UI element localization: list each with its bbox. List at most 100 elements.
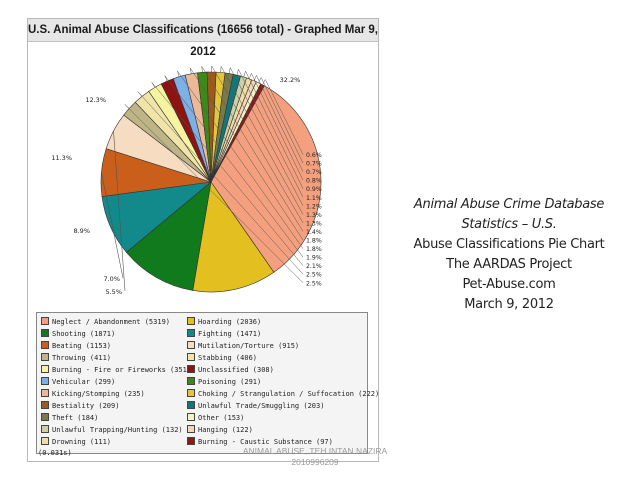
- legend-label: Beating (1153): [52, 342, 112, 350]
- legend-item: Shooting (1871): [41, 329, 115, 340]
- legend-label: Throwing (411): [52, 354, 112, 362]
- slice-label: 5.5%: [105, 288, 122, 296]
- legend: Neglect / Abandonment (5319) Hoarding (20…: [36, 312, 379, 454]
- legend-label: Kicking/Stomping (235): [52, 390, 145, 398]
- caption-line-5: March 9, 2012: [464, 297, 554, 312]
- caption-line-1: Animal Abuse Crime Database Statistics –…: [413, 197, 605, 232]
- slice-label: 1.8%: [306, 246, 322, 253]
- pie-slice: [192, 181, 275, 293]
- slice-label: 2.5%: [306, 280, 322, 287]
- slice-label: 0.7%: [306, 161, 322, 168]
- slice-label: 1.8%: [306, 238, 322, 245]
- leader-line: [113, 131, 126, 292]
- chart-frame: U.S. Animal Abuse Classifications (16656…: [27, 18, 379, 462]
- legend-label: Stabbing (406): [198, 354, 258, 362]
- legend-label: Neglect / Abandonment (5319): [52, 318, 171, 326]
- leader-line: [151, 82, 304, 266]
- leader-line: [137, 91, 304, 275]
- legend-label: Drowning (111): [52, 438, 112, 446]
- legend-label: Hoarding (2036): [198, 318, 262, 326]
- legend-swatch: [187, 377, 195, 385]
- slice-label: 0.7%: [306, 169, 322, 176]
- legend-swatch: [41, 413, 49, 421]
- leader-line: [253, 74, 304, 172]
- leader-line: [228, 66, 304, 206]
- legend-item: Theft (184): [41, 413, 98, 424]
- slice-label: 8.9%: [73, 227, 90, 235]
- slice-label: 11.3%: [51, 154, 72, 162]
- slice-label: 1.2%: [306, 203, 322, 210]
- footer: ANIMAL ABUSE, TEH INTAN NAZIRA 201099620…: [225, 446, 405, 468]
- legend-item: Mutilation/Torture (915): [187, 341, 299, 352]
- legend-swatch: [41, 353, 49, 361]
- legend-item: Unlawful Trade/Smuggling (203): [187, 401, 324, 412]
- legend-swatch: [187, 437, 195, 445]
- legend-item: Neglect / Abandonment (5319): [41, 317, 170, 328]
- legend-swatch: [41, 341, 49, 349]
- slice-label: 0.9%: [306, 186, 322, 193]
- legend-swatch: [187, 401, 195, 409]
- legend-item: Stabbing (406): [187, 353, 257, 364]
- leader-line: [177, 70, 304, 249]
- leader-line: [243, 70, 304, 189]
- leader-line: [262, 78, 304, 155]
- slice-label: 1.1%: [306, 195, 322, 202]
- slice-label: 0.6%: [306, 152, 322, 159]
- legend-item: Poisoning (291): [187, 377, 261, 388]
- slice-label: 32.2%: [280, 76, 301, 84]
- legend-swatch: [41, 377, 49, 385]
- legend-item: Hoarding (2036): [187, 317, 261, 328]
- slice-label: 1.3%: [306, 220, 322, 227]
- leader-line: [201, 66, 304, 232]
- legend-item: Throwing (411): [41, 353, 111, 364]
- legend-label: Fighting (1471): [198, 330, 262, 338]
- pie-chart: 32.2% 12.3% 11.3% 8.9% 7.0% 5.5% 0.6% 0.7%0.7% 0…: [51, 65, 322, 296]
- leader-line: [189, 67, 304, 241]
- slice-label: 7.0%: [103, 275, 120, 283]
- caption-line-3: The AARDAS Project: [446, 257, 572, 272]
- legend-item: Unlawful Trapping/Hunting (132): [41, 425, 183, 436]
- legend-swatch: [41, 389, 49, 397]
- legend-item: Bestiality (209): [41, 401, 119, 412]
- legend-swatch: [41, 329, 49, 337]
- slice-label: 2.5%: [306, 272, 322, 279]
- legend-item: Other (153): [187, 413, 244, 424]
- legend-label: Theft (184): [52, 414, 99, 422]
- footer-line-1: ANIMAL ABUSE, TEH INTAN NAZIRA: [242, 446, 388, 456]
- render-time: (0.031s): [38, 449, 72, 457]
- legend-label: Unclassified (308): [198, 366, 274, 374]
- leader-line: [220, 65, 304, 215]
- legend-swatch: [187, 425, 195, 433]
- legend-swatch: [41, 317, 49, 325]
- leader-line: [248, 72, 304, 181]
- legend-item: Drowning (111): [41, 437, 111, 448]
- legend-item: Kicking/Stomping (235): [41, 389, 145, 400]
- legend-item: Burning - Caustic Substance (97): [187, 437, 333, 448]
- legend-label: Choking / Strangulation / Suffocation (2…: [198, 390, 380, 398]
- legend-swatch: [41, 365, 49, 373]
- slice-label: 2.1%: [306, 263, 322, 270]
- legend-item: Hanging (122): [187, 425, 253, 436]
- legend-label: Burning - Caustic Substance (97): [198, 438, 333, 446]
- legend-swatch: [41, 425, 49, 433]
- legend-label: Burning - Fire or Fireworks (351): [52, 366, 192, 374]
- pie-slice: [125, 181, 212, 291]
- slice-label: 1.4%: [306, 229, 322, 236]
- legend-item: Burning - Fire or Fireworks (351): [41, 365, 191, 376]
- legend-label: Other (153): [198, 414, 245, 422]
- leader-line: [211, 65, 304, 224]
- legend-item: Beating (1153): [41, 341, 111, 352]
- leader-line: [236, 68, 304, 198]
- slice-label: 1.9%: [306, 255, 322, 262]
- legend-item: Choking / Strangulation / Suffocation (2…: [187, 389, 379, 400]
- legend-swatch: [187, 353, 195, 361]
- legend-label: Mutilation/Torture (915): [198, 342, 300, 350]
- legend-swatch: [187, 413, 195, 421]
- legend-swatch: [41, 401, 49, 409]
- legend-label: Bestiality (209): [52, 402, 120, 410]
- legend-label: Poisoning (291): [198, 378, 262, 386]
- legend-item: Vehicular (299): [41, 377, 115, 388]
- legend-item: Fighting (1471): [187, 329, 261, 340]
- legend-swatch: [187, 317, 195, 325]
- legend-swatch: [187, 329, 195, 337]
